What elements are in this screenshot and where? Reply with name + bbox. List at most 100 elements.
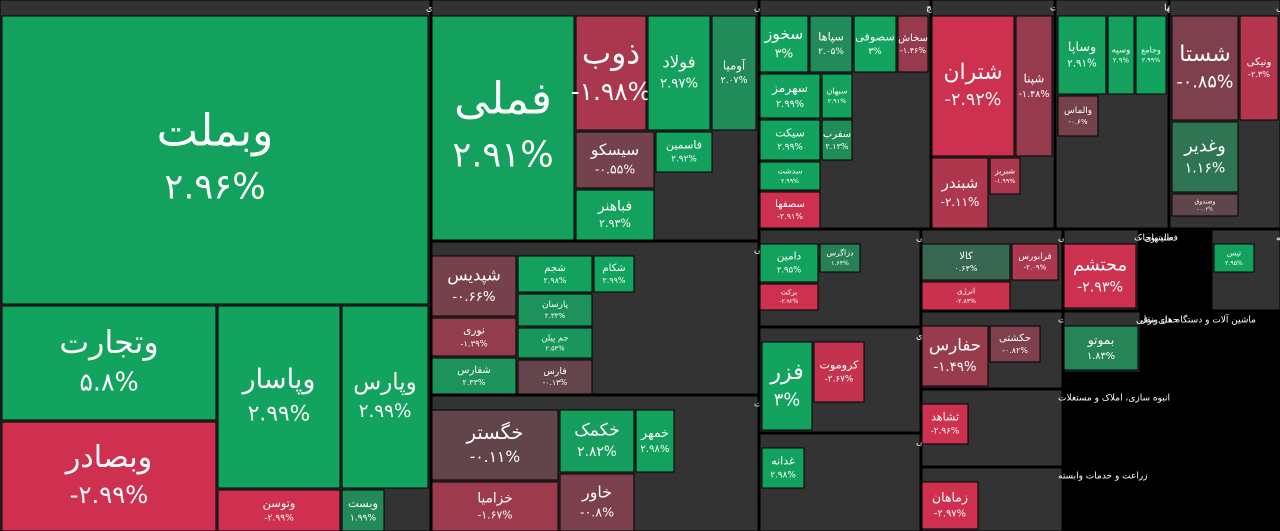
tile (431, 481, 559, 531)
tile-change: -۰.۶۶% (452, 290, 495, 305)
tile (217, 489, 341, 531)
tile-name: جم پیلن (541, 333, 568, 344)
tile-change: -۲.۹۷% (934, 509, 966, 520)
tile-name: ثشاهد (931, 410, 959, 423)
tile-change: -۲.۹۳% (1077, 280, 1123, 296)
tile-name: تیس (1227, 248, 1241, 257)
tile (1063, 243, 1137, 309)
tile-change: ۲.۵۳% (545, 344, 564, 352)
tile-change: ۱.۸۳% (1087, 351, 1115, 362)
tile-name: شکام (602, 263, 625, 274)
tile-name: غدانه (771, 454, 795, 467)
tile-change: ۲.۹۱% (452, 135, 553, 176)
tile (655, 131, 713, 173)
tile-change: -۱.۹۹% (995, 177, 1016, 185)
tile (821, 119, 853, 161)
tile-name: وپاسار (241, 364, 316, 395)
tile-change: ۲.۹۹% (602, 276, 625, 285)
tile (517, 293, 593, 327)
tile-name: فاسمین (666, 138, 702, 152)
tile-name: کالا (959, 251, 973, 262)
tile-change: -۱.۳۹% (460, 338, 487, 348)
tile-name: وتوسن (263, 496, 296, 511)
tile-name: سیکت (775, 126, 805, 139)
tile (635, 409, 675, 473)
tile (431, 317, 517, 357)
tile (1015, 15, 1053, 157)
tile-change: -۰.۸۲% (1002, 346, 1028, 355)
tile-change: ۲.۱۳% (825, 142, 848, 151)
tile (217, 305, 341, 489)
tile (1171, 15, 1239, 121)
tile-change: ۲.۹۹% (781, 178, 799, 185)
tile-change: -۲.۰۹% (1024, 264, 1047, 272)
tile-name: سخاش (898, 33, 928, 44)
tile-name: ونیکی (1247, 57, 1272, 68)
tile-name: سبهان (826, 87, 847, 96)
tile-name: خزامیا (477, 490, 512, 506)
tile-name: شبریز (994, 167, 1015, 176)
tile-change: -۰.۱۳% (543, 378, 567, 387)
tile-name: وجامع (1141, 46, 1161, 55)
tile-change: -۰.۶% (1068, 117, 1087, 126)
tile (759, 191, 821, 229)
tile-change: ۲.۹۲% (671, 155, 697, 165)
tile (921, 325, 989, 387)
tile-change: -۰.۰۳% (1197, 206, 1213, 212)
sector-title: زراعت و خدمات وابسته (1058, 472, 1148, 482)
tile-name: خمهر (640, 425, 669, 441)
tile-name: سفرب (823, 129, 851, 140)
tile-change: -۰.۸۵% (1176, 72, 1233, 92)
tile-name: شفارس (457, 365, 491, 376)
tile-change: ۳% (774, 390, 800, 410)
tile (1171, 121, 1239, 193)
tile-name: فباهنر (597, 199, 632, 215)
tile (517, 255, 593, 293)
tile-name: انرژی (957, 286, 975, 295)
tile-name: خکمک (574, 421, 620, 441)
tile-change: ۲.۹۸% (770, 471, 796, 481)
tile-change: -۲.۹۲% (945, 90, 1002, 110)
tile-name: فولاد (662, 53, 695, 73)
tile-change: ۲.۹۱% (1067, 57, 1097, 69)
tile (809, 15, 853, 73)
sector-title: منسوجات (1134, 234, 1171, 244)
tile (759, 119, 821, 161)
tile-name: وغدیر (1183, 136, 1226, 156)
tile (1171, 193, 1239, 217)
tile-change: -۲.۹۲% (780, 299, 799, 305)
tile (517, 359, 593, 395)
tile-name: نوری (463, 325, 485, 337)
tile (341, 489, 385, 531)
tile-name: برکت (781, 288, 798, 297)
tile-name: شستا (1179, 42, 1230, 67)
tile (1135, 15, 1167, 95)
tile (1239, 15, 1279, 121)
tile (1011, 243, 1059, 281)
tile (647, 15, 711, 131)
tile-change: ۲.۹۱% (828, 97, 846, 105)
tile-change: -۰.۸% (580, 504, 614, 519)
tile-name: سصفها (775, 199, 805, 210)
tile-name: وبملت (157, 106, 274, 157)
tile-name: فزر (769, 359, 804, 385)
tile (921, 243, 1011, 281)
tile (559, 473, 635, 531)
tile-change: ۲.۹% (1113, 57, 1130, 65)
tile-change: -۱.۴۹% (933, 360, 976, 375)
tile-change: ۲.۹۹% (248, 402, 310, 427)
sector-title: شرکتهای چند رشته ای صنعتی (1276, 4, 1280, 14)
tile-name: سصوفی (855, 30, 895, 44)
tile (813, 341, 865, 403)
tile-name: فارس (543, 366, 566, 377)
tile-name: وبصادر (64, 440, 153, 475)
tile (989, 157, 1021, 195)
tile-change: ۱.۱۶% (1185, 160, 1226, 176)
tile-change: ۲.۰۷% (721, 75, 748, 86)
tile-name: فملی (454, 74, 552, 125)
tile (431, 15, 575, 241)
tile-change: ۵.۸% (79, 367, 138, 397)
tile-name: ذوب (582, 35, 640, 71)
tile (341, 305, 429, 489)
